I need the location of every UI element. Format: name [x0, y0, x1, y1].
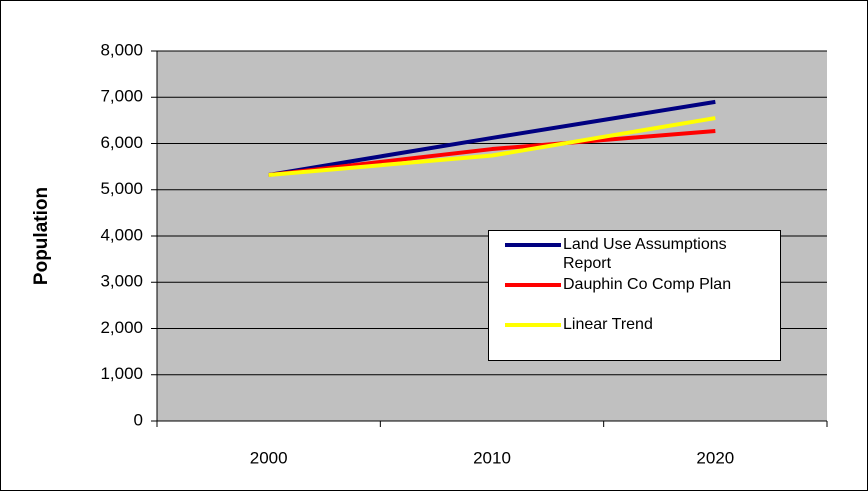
series-line [268, 129, 716, 177]
y-axis-title: Population [31, 187, 52, 285]
legend-item: Land Use Assumptions Report [505, 235, 775, 273]
y-tick-label: 8,000 [100, 40, 143, 59]
y-tick-label: 7,000 [100, 87, 143, 106]
series-line [268, 99, 716, 177]
legend-item: Dauphin Co Comp Plan [505, 275, 775, 294]
legend-swatch [505, 283, 561, 287]
x-tick-label: 2020 [696, 448, 734, 467]
y-tick-label: 0 [134, 410, 143, 429]
y-tick-label: 5,000 [100, 179, 143, 198]
y-tick-label: 6,000 [100, 133, 143, 152]
x-tick-label: 2010 [473, 448, 511, 467]
y-tick-label: 1,000 [100, 364, 143, 383]
legend-label: Land Use Assumptions Report [563, 236, 727, 272]
x-tick-label: 2000 [250, 448, 288, 467]
legend-swatch [505, 323, 561, 327]
legend-label: Linear Trend [563, 316, 653, 333]
y-tick-label: 2,000 [100, 318, 143, 337]
y-tick-label: 3,000 [100, 272, 143, 291]
series-line [268, 116, 716, 177]
legend: Land Use Assumptions Report Dauphin Co Co… [488, 230, 781, 361]
y-tick-label: 4,000 [100, 225, 143, 244]
legend-label: Dauphin Co Comp Plan [563, 276, 732, 293]
legend-swatch [505, 243, 561, 247]
legend-item: Linear Trend [505, 315, 775, 334]
